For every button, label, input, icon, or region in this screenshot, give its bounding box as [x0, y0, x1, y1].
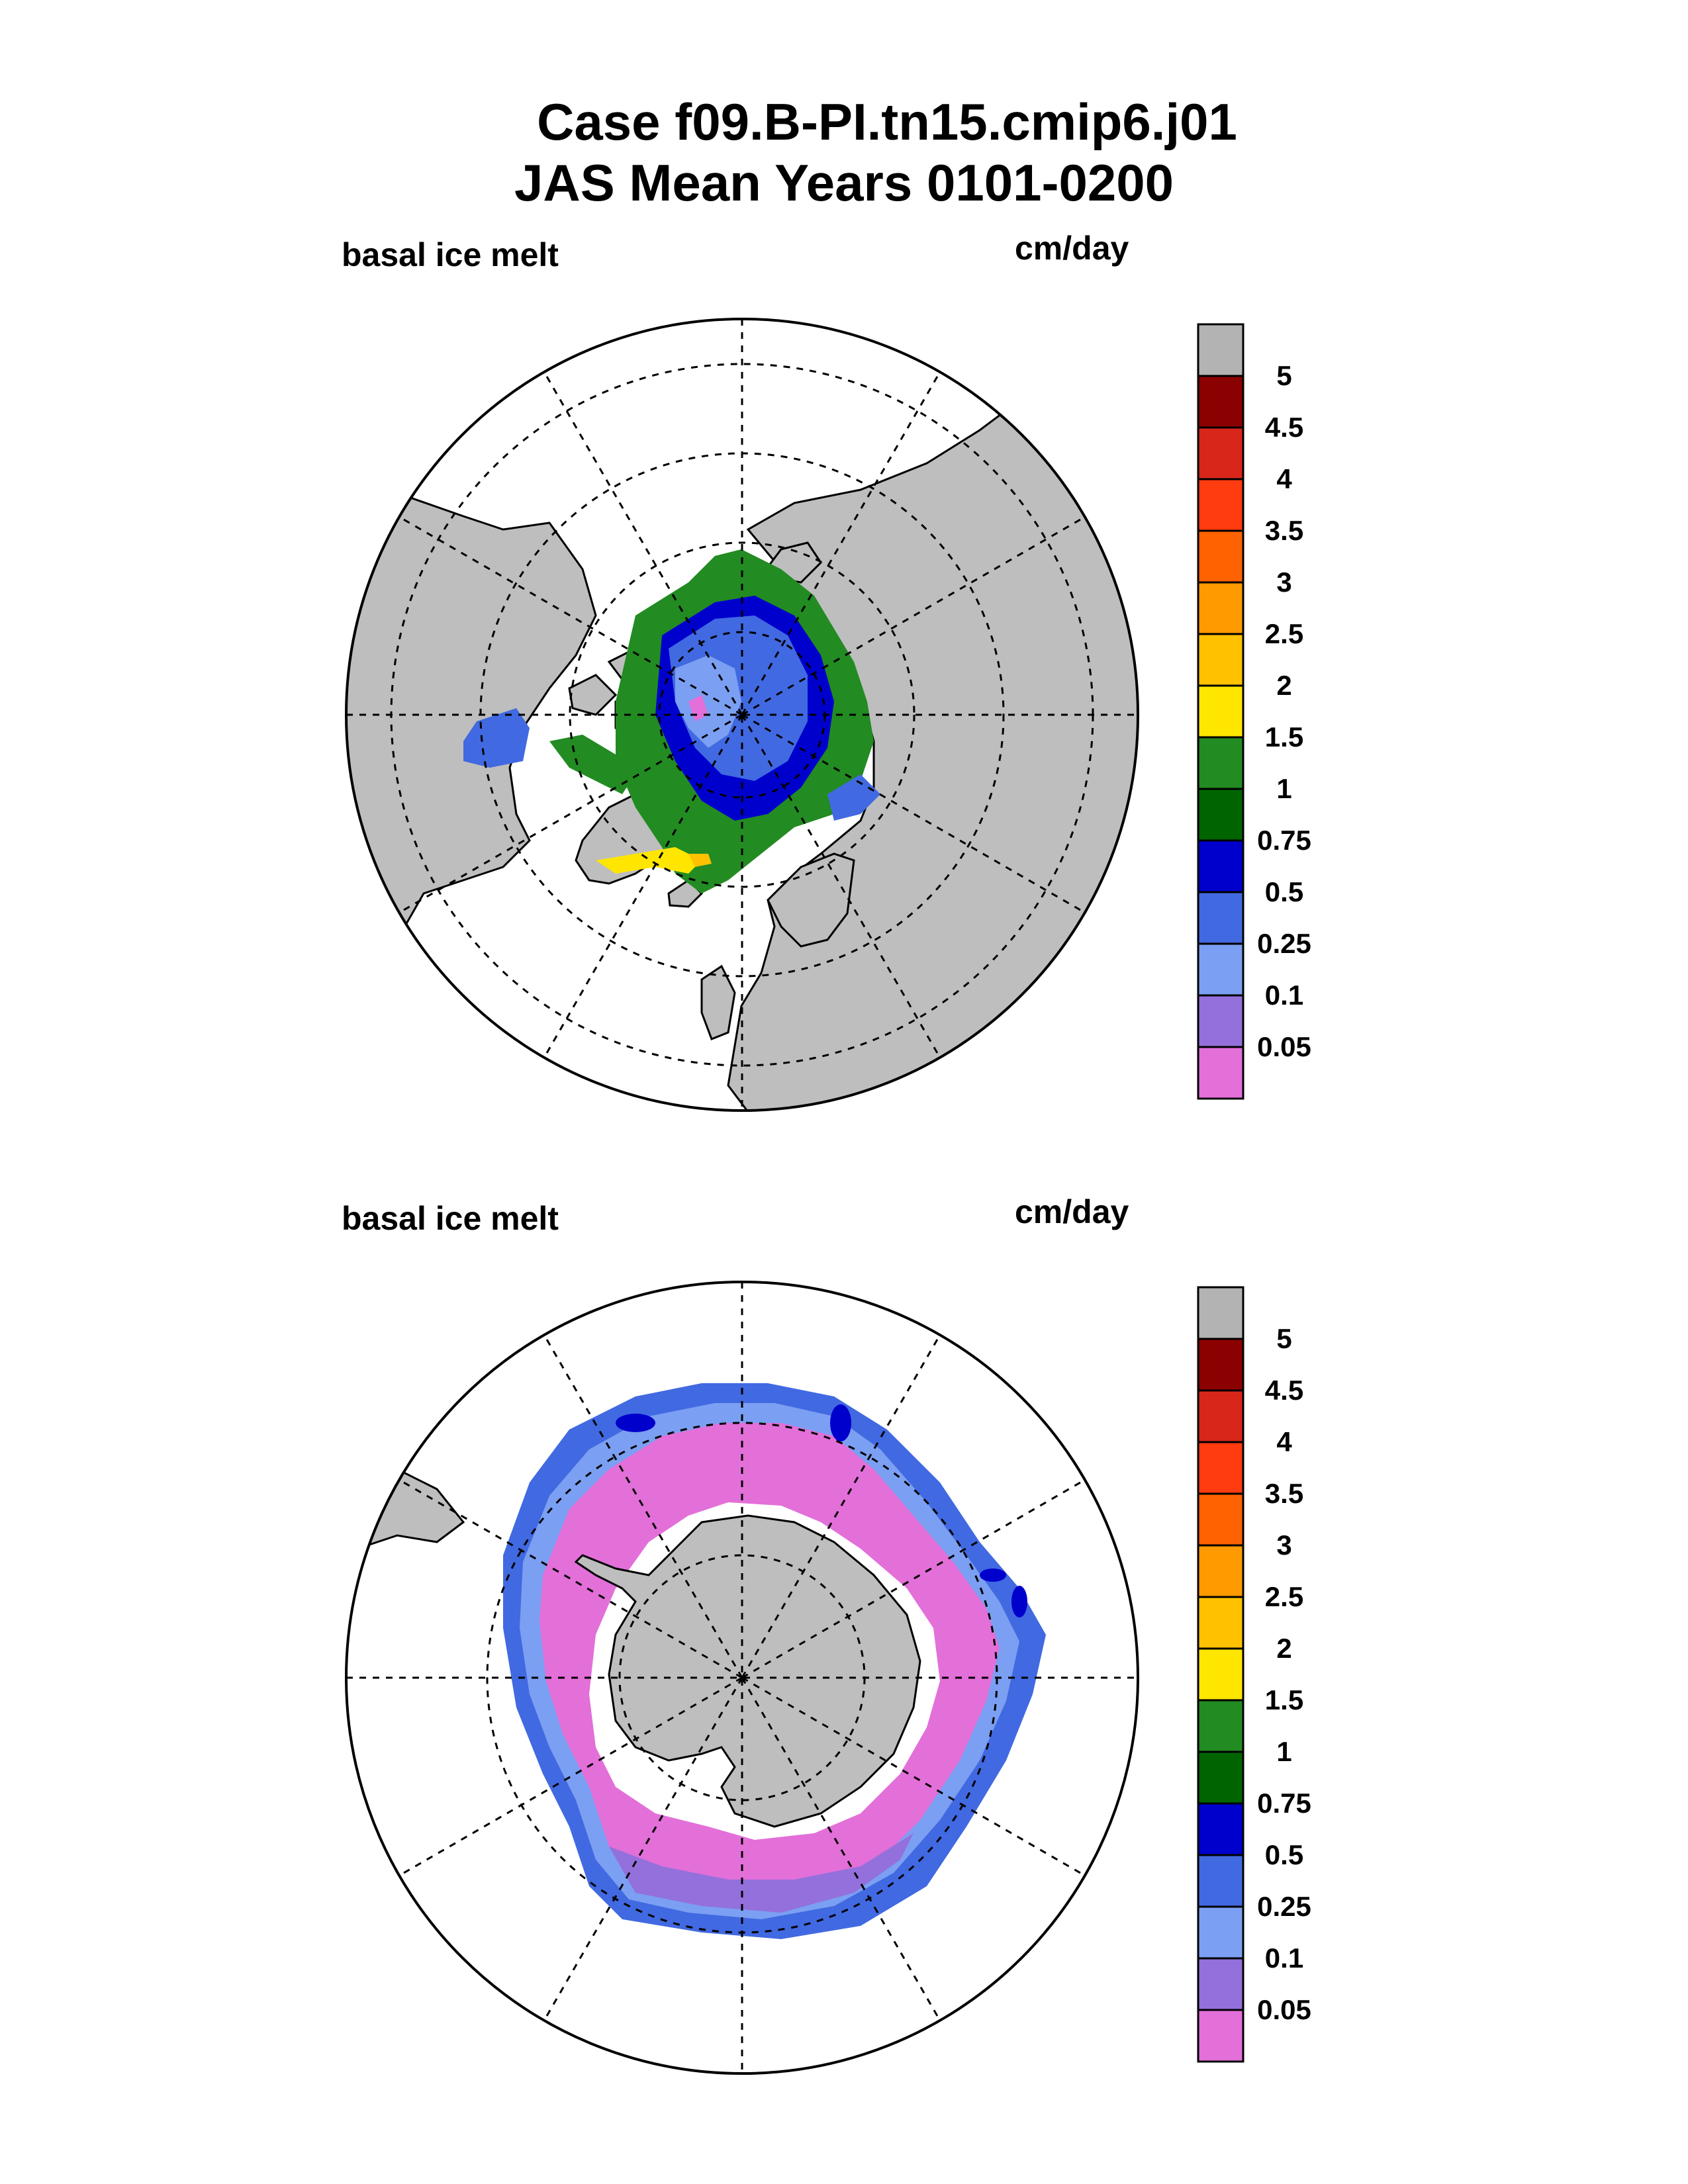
north-colorbar-swatch [1197, 684, 1244, 739]
south-left-label: basal ice melt [342, 1200, 559, 1237]
south-colorbar-swatch [1197, 1441, 1244, 1495]
south-colorbar-swatch [1197, 1286, 1244, 1340]
south-colorbar-label: 0.5 [1265, 1839, 1303, 1870]
north-colorbar-label: 0.1 [1265, 979, 1303, 1011]
south-colorbar-swatch [1197, 1957, 1244, 2011]
south-grid [346, 1282, 1138, 2073]
south-colorbar-label: 0.25 [1257, 1891, 1311, 1922]
title-line-1: Case f09.B-PI.tn15.cmip6.j01 [537, 93, 1237, 151]
north-colorbar-swatch [1197, 581, 1244, 635]
south-colorbar-swatch [1197, 1338, 1244, 1392]
north-colorbar-label: 0.05 [1257, 1031, 1311, 1062]
south-colorbar-label: 0.05 [1257, 1994, 1311, 2025]
south-colorbar-swatch [1197, 1751, 1244, 1805]
north-colorbar: 5 4.5 4 3.5 3 2.5 2 1.5 1 0.75 0.5 0.25 0.1 0.05 [1197, 323, 1311, 1100]
north-colorbar-swatch [1197, 426, 1244, 480]
south-colorbar-swatch [1197, 1802, 1244, 1856]
south-colorbar-label: 2.5 [1265, 1581, 1303, 1612]
north-colorbar-label: 1 [1276, 773, 1291, 804]
south-colorbar-label: 3 [1276, 1529, 1291, 1561]
south-colorbar-swatch [1197, 1854, 1244, 1908]
south-right-label: cm/day [1015, 1193, 1129, 1230]
north-colorbar-label: 3.5 [1265, 515, 1303, 546]
south-colorbar: 5 4.5 4 3.5 3 2.5 2 1.5 1 0.75 0.5 0.25 0.1 0.05 [1197, 1286, 1311, 2063]
north-left-label: basal ice melt [342, 236, 559, 273]
north-colorbar-label: 5 [1276, 360, 1291, 391]
south-colorbar-label: 1.5 [1265, 1684, 1303, 1715]
south-colorbar-label: 3.5 [1265, 1478, 1303, 1509]
north-grid [346, 319, 1138, 1111]
north-right-label: cm/day [1015, 230, 1129, 267]
south-colorbar-swatch [1197, 1905, 1244, 1960]
north-colorbar-swatch [1197, 478, 1244, 532]
south-colorbar-swatch [1197, 1492, 1244, 1547]
south-colorbar-swatch [1197, 1544, 1244, 1598]
north-colorbar-swatch [1197, 736, 1244, 790]
south-colorbar-swatch [1197, 1596, 1244, 1650]
north-colorbar-swatch [1197, 375, 1244, 429]
north-colorbar-swatch [1197, 529, 1244, 584]
south-colorbar-swatch [1197, 1647, 1244, 1702]
south-colorbar-label: 5 [1276, 1323, 1291, 1354]
north-map-border [345, 318, 1139, 1112]
north-colorbar-swatch [1197, 942, 1244, 997]
north-colorbar-swatch [1197, 788, 1244, 842]
north-melt-field [463, 549, 880, 893]
north-colorbar-swatch [1197, 891, 1244, 945]
north-colorbar-swatch [1197, 633, 1244, 687]
north-colorbar-label: 4.5 [1265, 412, 1303, 443]
south-colorbar-swatch [1197, 1389, 1244, 1443]
north-colorbar-label: 4 [1276, 463, 1292, 494]
north-colorbar-label: 1.5 [1265, 721, 1303, 752]
north-colorbar-swatch [1197, 323, 1244, 377]
south-colorbar-label: 0.75 [1257, 1788, 1311, 1819]
south-colorbar-label: 1 [1276, 1736, 1291, 1767]
north-colorbar-swatch [1197, 994, 1244, 1048]
south-map-border [345, 1281, 1139, 2075]
south-colorbar-label: 0.1 [1265, 1942, 1303, 1974]
north-colorbar-label: 0.5 [1265, 876, 1303, 907]
north-colorbar-swatch [1197, 1046, 1244, 1100]
south-polar-map: 5 4.5 4 3.5 3 2.5 2 1.5 1 0.75 0.5 0.25 0.1 0.05 [345, 1281, 1311, 2075]
title-line-2: JAS Mean Years 0101-0200 [514, 154, 1174, 212]
south-colorbar-label: 2 [1276, 1633, 1291, 1664]
south-colorbar-label: 4.5 [1265, 1375, 1303, 1406]
south-colorbar-swatch [1197, 1699, 1244, 1753]
north-colorbar-label: 2 [1276, 670, 1291, 701]
south-colorbar-label: 4 [1276, 1426, 1292, 1457]
north-colorbar-swatch [1197, 839, 1244, 893]
north-polar-map: 5 4.5 4 3.5 3 2.5 2 1.5 1 0.75 0.5 0.25 0.1 0.05 [345, 318, 1311, 1112]
north-colorbar-label: 3 [1276, 567, 1291, 598]
north-colorbar-label: 2.5 [1265, 618, 1303, 649]
north-colorbar-label: 0.75 [1257, 825, 1311, 856]
south-colorbar-swatch [1197, 2009, 1244, 2063]
north-colorbar-label: 0.25 [1257, 928, 1311, 959]
